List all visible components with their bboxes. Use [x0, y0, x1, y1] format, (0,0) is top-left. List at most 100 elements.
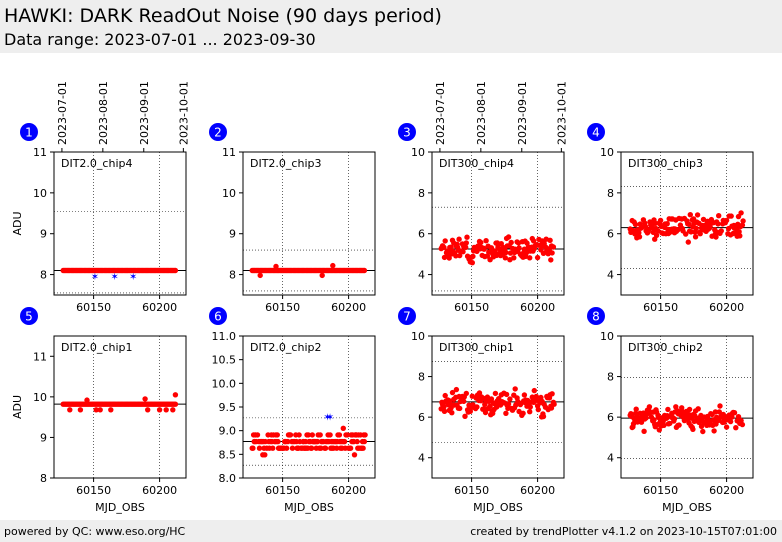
panel-label: DIT300_chip3 [628, 157, 703, 170]
data-point [453, 253, 459, 259]
x-tick-label: 60150 [454, 301, 489, 314]
data-point [700, 216, 707, 223]
data-point [341, 438, 348, 445]
data-point [646, 404, 653, 410]
y-tick-label: 9.5 [219, 401, 237, 414]
x-axis-label: MJD_OBS [473, 501, 523, 514]
date-tick-label: 2023-10-01 [555, 81, 568, 145]
data-point [548, 405, 555, 411]
panel-index-badge [398, 123, 416, 141]
chart-panel-1: 60150 60200 8 9 10 11 ✶ ✶ ✶ DIT2.0_chip4 1 ADU 2023-… [11, 81, 190, 314]
data-point [521, 392, 528, 398]
report-footer: powered by QC: www.eso.org/HC created by… [0, 520, 782, 542]
data-point [698, 423, 705, 429]
data-point [716, 213, 722, 219]
panel-label: DIT2.0_chip4 [61, 157, 132, 170]
data-point [285, 438, 291, 445]
data-point [330, 262, 336, 269]
data-point [446, 255, 452, 261]
data-point [700, 428, 706, 435]
data-point [636, 234, 643, 240]
data-point [327, 432, 333, 438]
data-point [172, 392, 179, 398]
data-point [309, 432, 315, 438]
date-tick-label: 2023-09-01 [516, 81, 529, 145]
data-point [690, 426, 696, 432]
data-point [508, 239, 514, 246]
data-point [283, 445, 290, 451]
data-point [453, 386, 460, 393]
data-point [360, 445, 366, 451]
data-point [296, 432, 302, 438]
data-point [641, 428, 647, 434]
data-point [636, 230, 642, 236]
data-point [305, 432, 311, 438]
date-tick-label: 2023-10-01 [177, 81, 190, 145]
data-point [697, 231, 703, 237]
y-tick-label: 10 [33, 187, 47, 200]
y-tick-label: 11.0 [212, 330, 237, 343]
data-point [254, 432, 261, 438]
data-point [740, 218, 746, 224]
data-point [733, 425, 739, 431]
y-tick-label: 10.5 [212, 354, 237, 367]
data-point [492, 248, 498, 254]
data-point [163, 407, 169, 413]
data-point [469, 260, 475, 266]
y-tick-label: 8 [40, 472, 47, 485]
y-tick-label: 10 [600, 330, 614, 343]
panel-label: DIT300_chip1 [439, 341, 514, 354]
y-tick-label: 8 [607, 187, 614, 200]
data-point [344, 432, 350, 438]
data-point [717, 403, 723, 409]
x-tick-label: 60200 [709, 484, 744, 497]
data-point [632, 221, 639, 228]
chart-panel-7: 60150 60200 4 6 8 10 DIT300_chip1 7 MJD_OBS [398, 307, 565, 514]
data-point [334, 445, 340, 451]
chart-panel-5: 60150 60200 8 9 10 11 DIT2.0_chip1 5 ADU MJD_OBS [11, 307, 187, 514]
data-point [172, 267, 179, 274]
data-point [488, 396, 495, 402]
data-point [503, 410, 509, 416]
data-point [656, 427, 662, 433]
x-tick-label: 60150 [76, 484, 111, 497]
data-point [685, 239, 691, 245]
chart-panel-2: 60150 60200 8 9 10 11 DIT2.0_chip3 2 [209, 123, 376, 314]
y-tick-label: 8 [40, 269, 47, 282]
data-point [646, 227, 652, 233]
data-point [273, 263, 279, 270]
panel-index: 2 [214, 126, 222, 140]
data-point [739, 222, 746, 228]
data-point [457, 252, 463, 259]
data-point [463, 390, 469, 397]
y-tick-label: 9 [229, 228, 236, 241]
data-point [686, 221, 692, 227]
footer-credit: powered by QC: www.eso.org/HC [4, 525, 186, 538]
data-point [653, 232, 660, 238]
x-tick-label: 60150 [265, 484, 300, 497]
data-point [550, 244, 557, 250]
y-tick-label: 8.0 [219, 472, 237, 485]
data-point [361, 267, 368, 274]
data-point [322, 445, 329, 451]
data-point [547, 237, 553, 243]
data-point [532, 398, 538, 404]
date-tick-label: 2023-08-01 [475, 81, 488, 145]
y-tick-label: 10 [222, 187, 236, 200]
data-point [362, 432, 368, 438]
panel-index: 8 [592, 310, 600, 324]
panel-index-badge [209, 123, 227, 141]
data-point [737, 233, 743, 239]
x-tick-label: 60200 [331, 484, 366, 497]
panel-index: 7 [403, 310, 411, 324]
data-point [462, 413, 468, 419]
data-point [651, 417, 657, 423]
date-tick-label: 2023-08-01 [97, 81, 110, 145]
data-point [340, 425, 346, 431]
data-point [84, 397, 90, 403]
data-point [633, 406, 639, 412]
data-point [463, 240, 469, 246]
data-point [512, 386, 518, 392]
data-point [713, 234, 719, 240]
